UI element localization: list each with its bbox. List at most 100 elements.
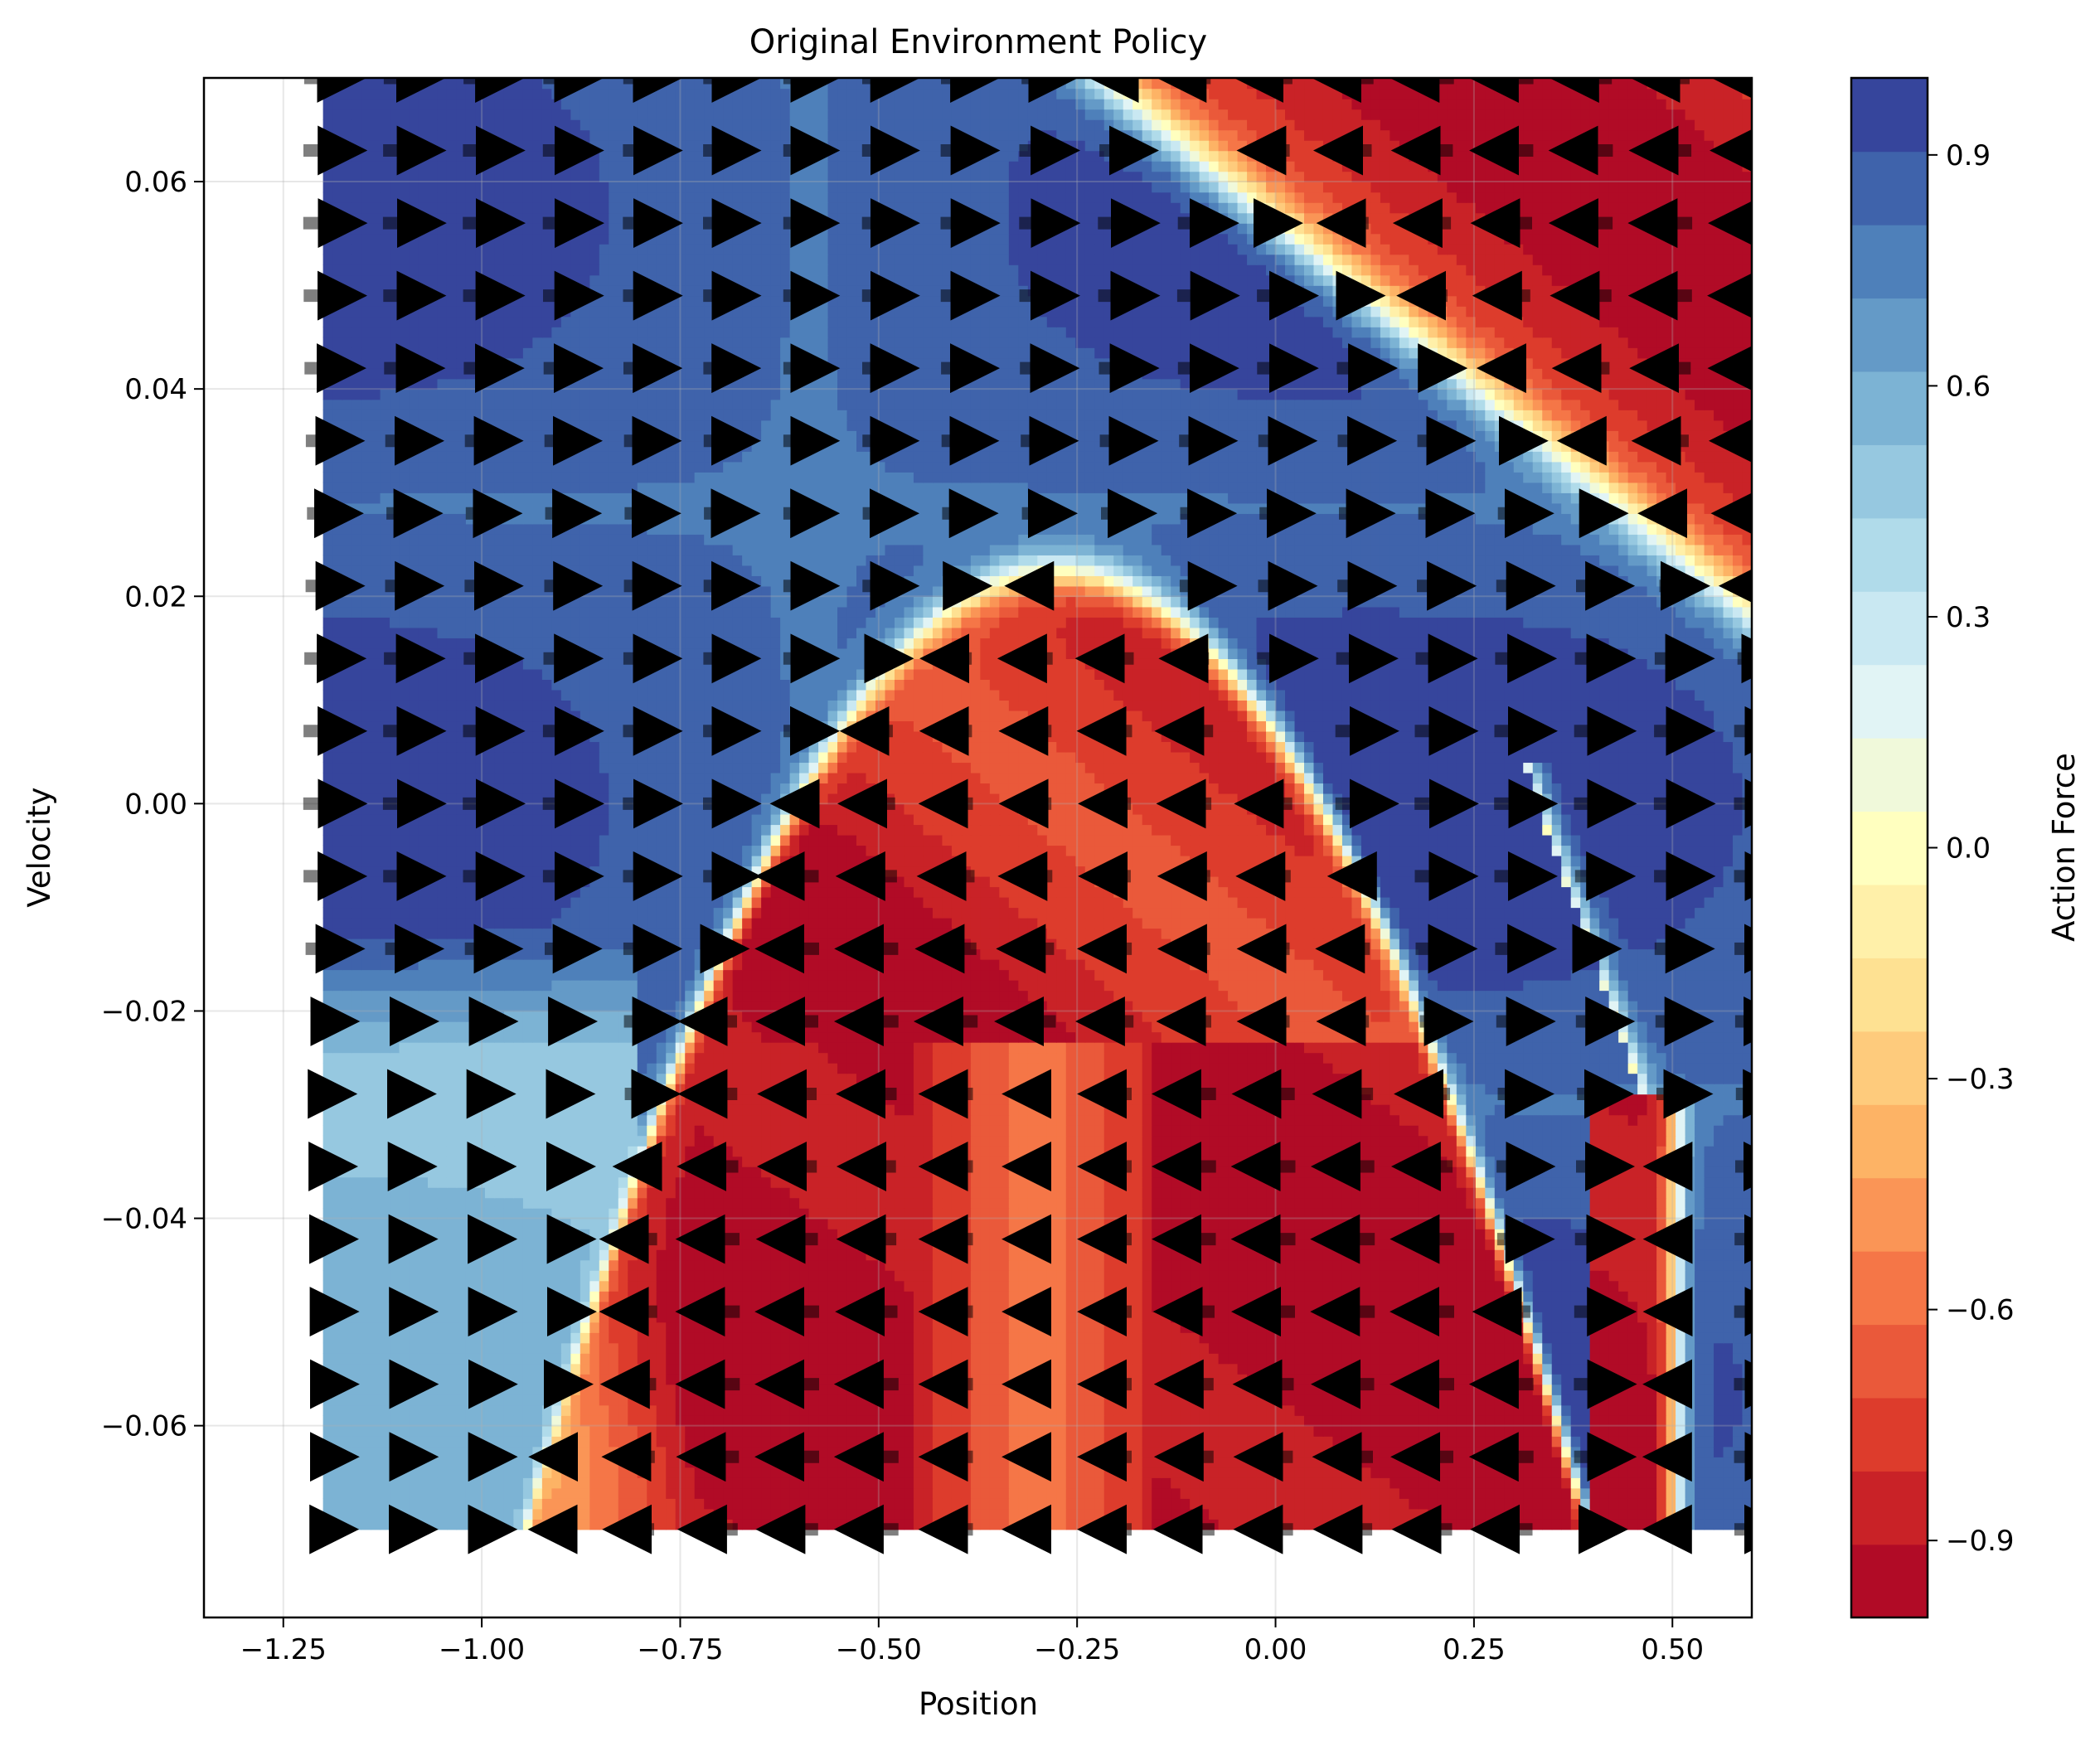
heatmap-cell — [580, 1198, 590, 1209]
heatmap-cell — [1085, 1498, 1095, 1509]
heatmap-cell — [561, 1436, 571, 1447]
heatmap-cell — [1599, 1332, 1609, 1343]
heatmap-cell — [580, 1509, 590, 1520]
heatmap-cell — [618, 1498, 628, 1509]
heatmap-cell — [1580, 1322, 1590, 1333]
heatmap-cell — [990, 1187, 1000, 1198]
heatmap-cell — [723, 1477, 733, 1488]
heatmap-cell — [1018, 1187, 1028, 1198]
heatmap-cell — [647, 1332, 657, 1343]
heatmap-cell — [733, 1187, 743, 1198]
heatmap-cell — [1066, 1281, 1076, 1292]
heatmap-cell — [714, 1509, 724, 1520]
heatmap-cell — [447, 1291, 457, 1302]
heatmap-cell — [589, 1374, 599, 1385]
heatmap-cell — [1304, 1385, 1314, 1395]
heatmap-cell — [1666, 1498, 1676, 1509]
heatmap-cell — [419, 1394, 429, 1405]
heatmap-cell — [1542, 1187, 1552, 1198]
heatmap-cell — [485, 1177, 495, 1188]
heatmap-cell — [1419, 1394, 1428, 1405]
heatmap-cell — [1037, 1198, 1047, 1209]
heatmap-cell — [599, 1385, 609, 1395]
heatmap-cell — [1504, 1488, 1514, 1499]
heatmap-cell — [799, 1477, 809, 1488]
heatmap-cell — [504, 1405, 514, 1416]
heatmap-cell — [523, 1229, 533, 1239]
heatmap-cell — [1409, 1343, 1419, 1354]
heatmap-cell — [971, 1405, 981, 1416]
heatmap-cell — [504, 1457, 514, 1467]
heatmap-cell — [980, 1405, 990, 1416]
heatmap-cell — [771, 1187, 781, 1198]
heatmap-cell — [1609, 1270, 1619, 1281]
heatmap-cell — [895, 1509, 905, 1520]
heatmap-cell — [704, 1509, 714, 1520]
heatmap-cell — [1447, 1322, 1457, 1333]
heatmap-cell — [1181, 1477, 1191, 1488]
heatmap-cell — [1228, 1488, 1238, 1499]
heatmap-cell — [1228, 1229, 1238, 1239]
heatmap-cell — [723, 1415, 733, 1426]
heatmap-cell — [599, 1498, 609, 1509]
heatmap-cell — [1142, 1394, 1152, 1405]
heatmap-cell — [485, 1498, 495, 1509]
heatmap-cell — [1552, 1208, 1562, 1219]
heatmap-cell — [504, 1270, 514, 1281]
heatmap-cell — [419, 1343, 429, 1354]
heatmap-cell — [856, 1394, 866, 1405]
heatmap-cell — [790, 1291, 800, 1302]
heatmap-cell — [666, 1249, 676, 1260]
heatmap-cell — [1476, 1457, 1486, 1467]
heatmap-cell — [1552, 1322, 1562, 1333]
heatmap-cell — [799, 1405, 809, 1416]
heatmap-cell — [1152, 1353, 1162, 1364]
heatmap-cell — [437, 1436, 447, 1447]
heatmap-cell — [323, 1198, 333, 1209]
heatmap-cell — [733, 1436, 743, 1447]
heatmap-cell — [952, 1322, 962, 1333]
heatmap-cell — [1676, 1415, 1685, 1426]
heatmap-cell — [1085, 1385, 1095, 1395]
heatmap-cell — [599, 1270, 609, 1281]
heatmap-cell — [1438, 1394, 1448, 1405]
heatmap-cell — [1495, 1364, 1505, 1375]
heatmap-cell — [1190, 1260, 1200, 1271]
heatmap-cell — [1504, 1249, 1514, 1260]
heatmap-cell — [542, 1509, 552, 1520]
heatmap-cell — [628, 1270, 638, 1281]
heatmap-cell — [1181, 1322, 1191, 1333]
heatmap-cell — [1028, 1332, 1038, 1343]
heatmap-cell — [323, 1249, 333, 1260]
heatmap-cell — [1228, 1374, 1238, 1385]
heatmap-cell — [866, 1394, 876, 1405]
heatmap-cell — [1037, 1426, 1047, 1437]
heatmap-cell — [381, 1405, 390, 1416]
heatmap-cell — [742, 1405, 752, 1416]
heatmap-cell — [638, 1187, 647, 1198]
heatmap-cell — [494, 1374, 504, 1385]
heatmap-cell — [780, 1332, 790, 1343]
heatmap-cell — [589, 1426, 599, 1437]
heatmap-cell — [914, 1187, 924, 1198]
heatmap-cell — [1590, 1436, 1600, 1447]
heatmap-cell — [1628, 1519, 1638, 1530]
heatmap-cell — [589, 1394, 599, 1405]
heatmap-cell — [1047, 1426, 1057, 1437]
heatmap-cell — [1523, 1426, 1533, 1437]
heatmap-cell — [437, 1364, 447, 1375]
heatmap-cell — [1209, 1291, 1219, 1302]
heatmap-cell — [1190, 1198, 1200, 1209]
heatmap-cell — [809, 1343, 819, 1354]
heatmap-cell — [818, 1415, 828, 1426]
heatmap-cell — [332, 1208, 342, 1219]
heatmap-cell — [1285, 1394, 1295, 1405]
heatmap-cell — [809, 1477, 819, 1488]
heatmap-cell — [837, 1364, 847, 1375]
heatmap-cell — [742, 1519, 752, 1530]
heatmap-cell — [1656, 1353, 1666, 1364]
heatmap-cell — [1724, 1426, 1734, 1437]
heatmap-cell — [761, 1343, 771, 1354]
heatmap-cell — [780, 1415, 790, 1426]
heatmap-cell — [628, 1364, 638, 1375]
